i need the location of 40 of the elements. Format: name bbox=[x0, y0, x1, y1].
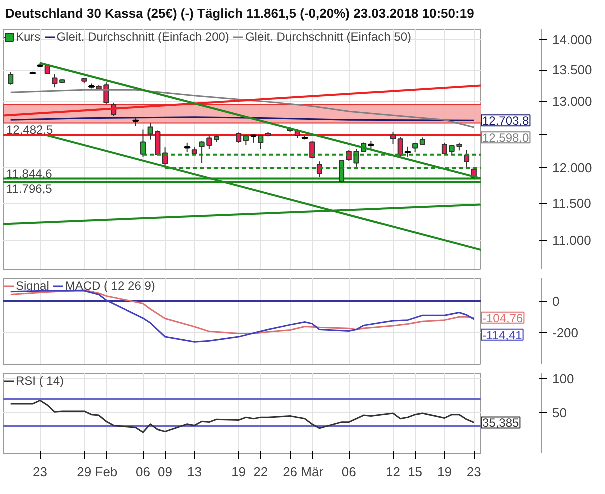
ref-line-label: 12.482,5 bbox=[6, 123, 54, 138]
ref-line-label: 11.796,5 bbox=[6, 182, 53, 196]
x-tick-label: 15 bbox=[408, 464, 423, 480]
x-tick-label: 06 bbox=[136, 464, 150, 480]
y-tick-label: 11.500 bbox=[552, 196, 592, 211]
y-tick-label: 13.000 bbox=[552, 94, 592, 109]
y-tick-label: -200 bbox=[552, 325, 579, 340]
x-tick-label: 19 bbox=[232, 464, 246, 480]
x-tick-label: Mär bbox=[301, 464, 324, 480]
y-tick-label: 12.000 bbox=[552, 160, 592, 176]
y-tick-label: 0 bbox=[552, 294, 560, 309]
x-tick-label: 23 bbox=[466, 464, 482, 480]
x-tick-label: 22 bbox=[254, 464, 268, 480]
y-tick-label: 50 bbox=[552, 405, 567, 420]
x-tick-label: 06 bbox=[342, 464, 356, 480]
data-label: 12.598,0 bbox=[482, 131, 530, 146]
x-tick-label: 23 bbox=[33, 464, 48, 480]
legend-label: Kurs bbox=[16, 30, 41, 44]
y-tick-label: 100 bbox=[552, 371, 574, 386]
data-label: -104,76 bbox=[482, 311, 524, 326]
x-tick-label: 13 bbox=[187, 464, 202, 480]
x-tick-label: 12 bbox=[386, 464, 400, 480]
data-label: 35,385 bbox=[482, 416, 520, 430]
x-tick-label: 29 bbox=[77, 464, 92, 480]
ref-line-label: 11.844,6 bbox=[6, 166, 53, 181]
legend-label: Signal bbox=[16, 279, 50, 293]
y-tick-label: 14.000 bbox=[552, 32, 592, 48]
data-label: -114,41 bbox=[482, 328, 523, 342]
data-label: 12.703,8 bbox=[482, 114, 530, 128]
y-tick-label: 11.000 bbox=[552, 232, 592, 248]
legend-label: RSI ( 14) bbox=[16, 374, 64, 388]
y-tick-label: 13.500 bbox=[552, 62, 592, 78]
x-tick-label: Feb bbox=[95, 464, 118, 480]
x-tick-label: 26 bbox=[283, 464, 298, 480]
x-tick-label: 19 bbox=[438, 464, 452, 480]
legend-label: Gleit. Durchschnitt (Einfach 50) bbox=[245, 30, 412, 44]
legend-label: MACD ( 12 26 9) bbox=[65, 279, 156, 293]
chart-title: Deutschland 30 Kassa (25€) (-) Täglich 11.861,5 (-0,20%) 23.03.2018 10:50:19 bbox=[5, 6, 474, 21]
x-tick-label: 09 bbox=[158, 464, 173, 480]
legend-label: Gleit. Durchschnitt (Einfach 200) bbox=[56, 30, 230, 44]
